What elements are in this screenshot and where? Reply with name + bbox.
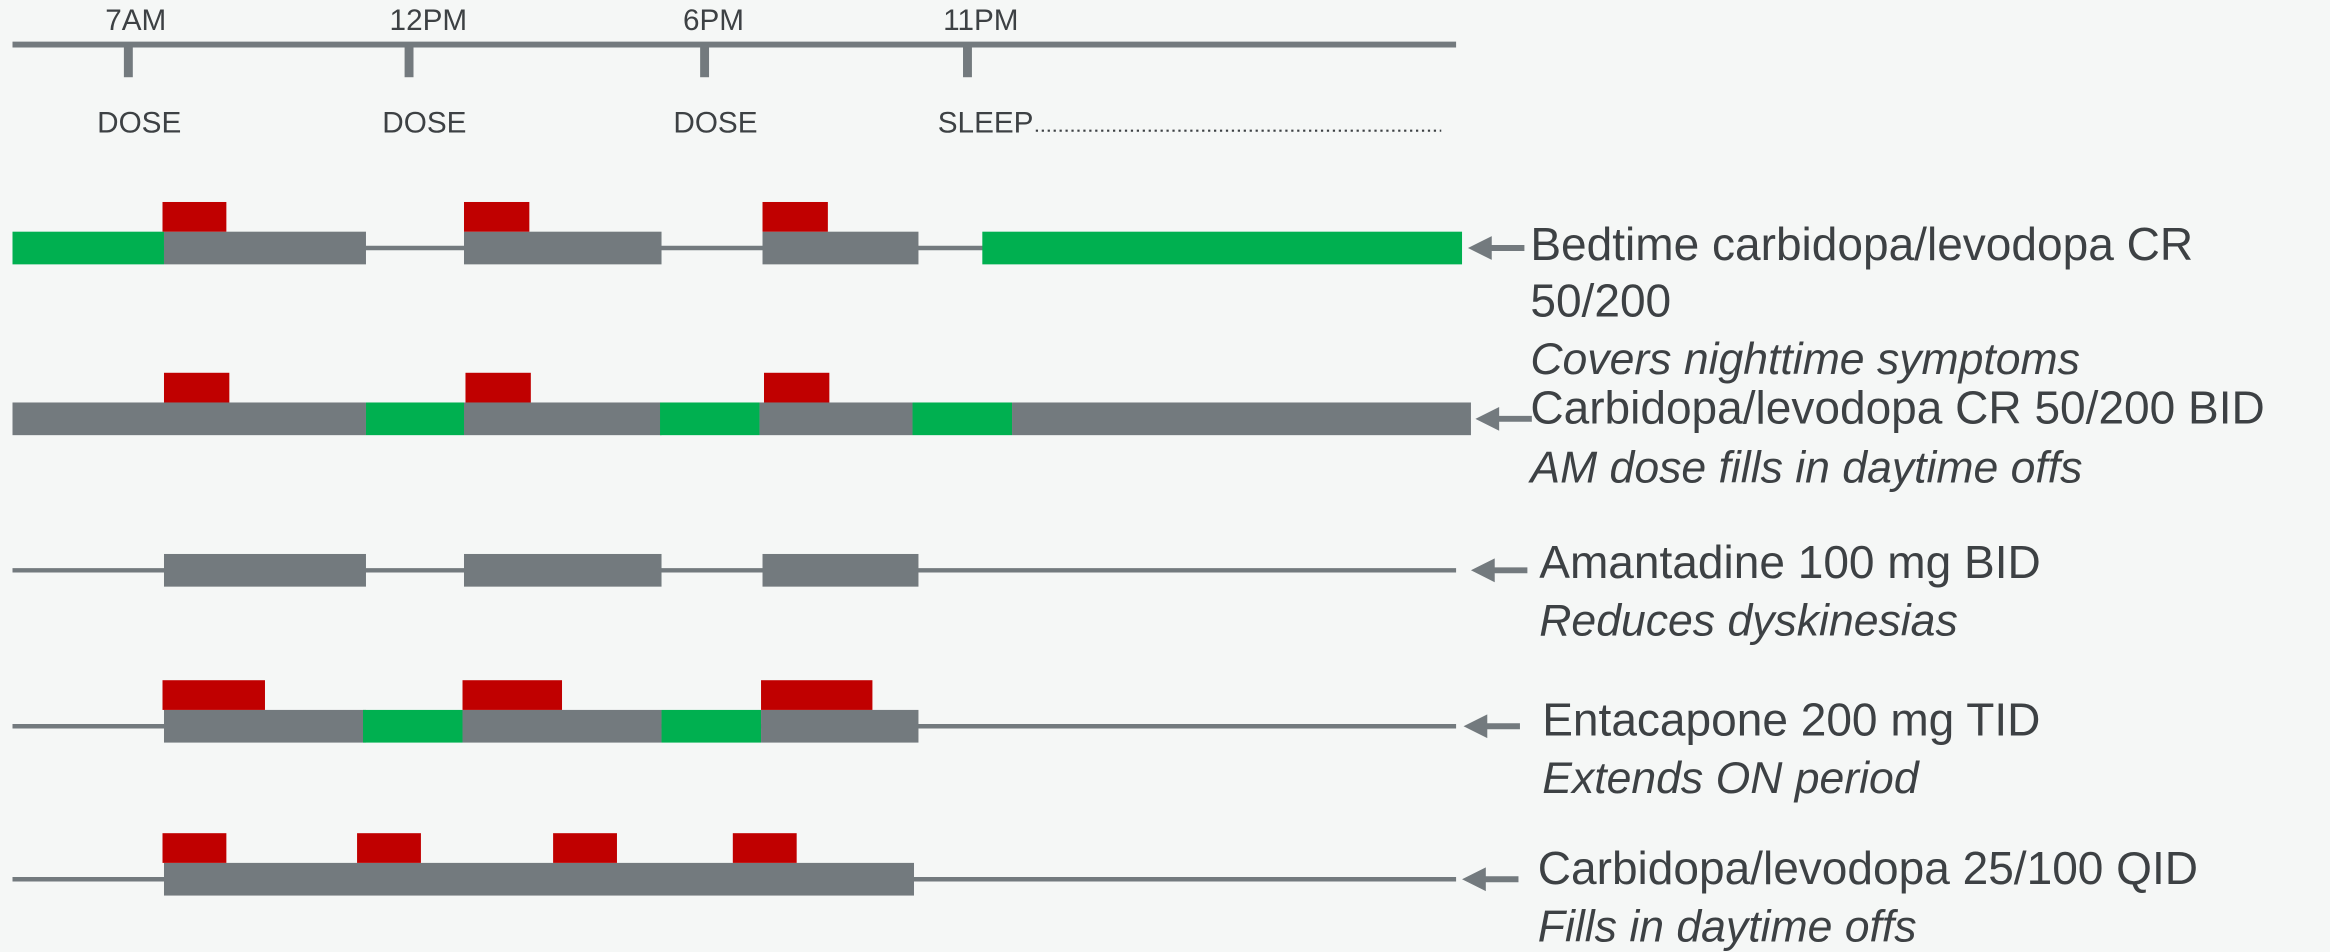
dose-marker (762, 201, 828, 232)
dose-marker (162, 833, 227, 863)
on-period (12, 231, 164, 265)
drug-effect (762, 553, 919, 587)
dose-marker (553, 833, 617, 863)
event-label: DOSE (673, 107, 757, 140)
dose-marker (162, 201, 227, 232)
drug-effect (163, 231, 366, 265)
time-label: 7AM (105, 4, 166, 37)
dose-marker (163, 372, 230, 403)
timeline-tick (963, 44, 972, 78)
timeline-tick (404, 44, 414, 78)
event-label: SLEEP (938, 107, 1034, 140)
dose-marker (761, 680, 873, 710)
drug-note: Fills in daytime offs (1538, 902, 1917, 951)
drug-note: Reduces dyskinesias (1539, 597, 1957, 646)
event-label: DOSE (382, 107, 466, 140)
on-period (982, 231, 1463, 265)
drug-effect (462, 709, 662, 743)
drug-name: Carbidopa/levodopa 25/100 QID (1538, 842, 2198, 894)
on-period (660, 402, 760, 436)
drug-note: Extends ON period (1542, 754, 1920, 803)
timeline-tick (123, 44, 133, 78)
arrow-head (1470, 558, 1495, 583)
drug-effect (463, 402, 662, 436)
drug-name: Bedtime carbidopa/levodopa CR (1530, 218, 2193, 270)
drug-effect (463, 231, 662, 265)
drug-effect (463, 553, 662, 587)
drug-effect (761, 709, 919, 743)
drug-effect (762, 231, 919, 265)
dose-marker (764, 372, 830, 403)
dose-marker (462, 680, 563, 710)
drug-name: Carbidopa/levodopa CR 50/200 BID (1530, 382, 2264, 434)
timeline-tick (700, 44, 710, 78)
dose-marker (463, 201, 530, 232)
arrow-head (1475, 406, 1500, 431)
arrow-head (1467, 236, 1492, 260)
on-period (912, 402, 1013, 436)
arrow-head (1462, 867, 1486, 892)
dose-marker (357, 833, 421, 863)
dose-marker (162, 680, 265, 710)
arrow-head (1463, 714, 1488, 739)
drug-effect (163, 709, 366, 743)
drug-effect (12, 402, 366, 436)
dose-marker (465, 372, 531, 403)
time-label: 11PM (943, 4, 1018, 37)
drug-effect (1012, 402, 1471, 436)
dose-marker (732, 833, 797, 863)
on-period (661, 709, 762, 743)
drug-name: 50/200 (1530, 275, 1671, 327)
drug-effect (163, 553, 366, 587)
time-label: 6PM (683, 4, 744, 37)
drug-name: Entacapone 200 mg TID (1542, 693, 2040, 745)
drug-name: Amantadine 100 mg BID (1539, 536, 2041, 588)
on-period (365, 402, 464, 436)
drug-note: Covers nighttime symptoms (1530, 335, 2080, 384)
event-label: DOSE (97, 107, 181, 140)
drug-note: AM dose fills in daytime offs (1527, 444, 2082, 493)
drug-effect (163, 862, 915, 896)
drug-effect (759, 402, 913, 436)
on-period (363, 709, 463, 743)
time-label: 12PM (390, 4, 468, 37)
